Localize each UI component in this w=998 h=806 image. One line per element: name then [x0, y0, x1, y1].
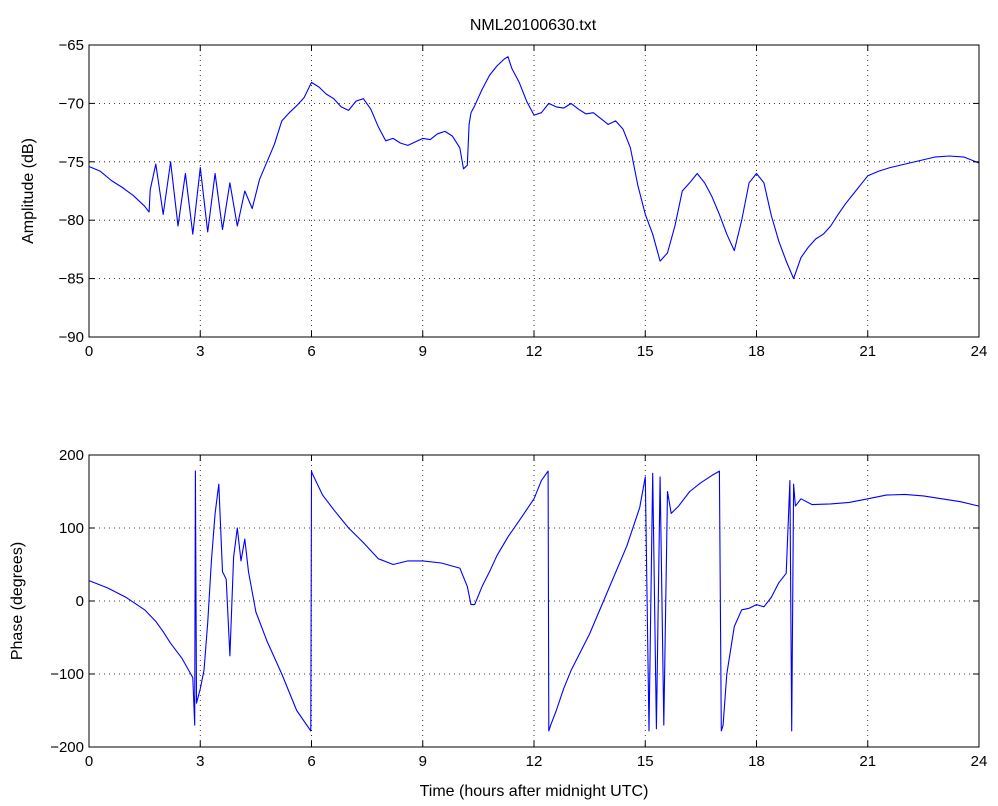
- phase-x-tick-label: 18: [748, 753, 765, 770]
- amplitude-x-tick-label: 24: [971, 343, 988, 360]
- phase-x-tick-label: 3: [196, 753, 204, 770]
- phase-y-ticks: −200 −100 0 100 200: [50, 447, 979, 756]
- amplitude-axes: 0 3 6 9 12 15 18 21 24 −90 −85 −80 −75 −70 −65 Amplit…: [20, 37, 987, 360]
- amplitude-x-tick-label: 0: [85, 343, 93, 360]
- phase-x-tick-label: 6: [307, 753, 315, 770]
- phase-x-tick-label: 15: [637, 753, 654, 770]
- amplitude-y-tick-label: −80: [59, 212, 84, 229]
- phase-series-line: [88, 470, 980, 732]
- phase-x-tick-label: 9: [419, 753, 427, 770]
- amplitude-y-axis-label: Amplitude (dB): [20, 138, 37, 244]
- amplitude-x-tick-label: 15: [637, 343, 654, 360]
- amplitude-x-tick-label: 18: [748, 343, 765, 360]
- phase-x-axis-label: Time (hours after midnight UTC): [420, 783, 649, 800]
- phase-y-tick-label: 0: [76, 593, 84, 610]
- phase-x-tick-label: 12: [526, 753, 543, 770]
- amplitude-x-tick-label: 9: [419, 343, 427, 360]
- amplitude-x-tick-label: 21: [859, 343, 876, 360]
- phase-x-tick-label: 24: [971, 753, 988, 770]
- phase-grid: [89, 455, 979, 747]
- amplitude-x-tick-label: 12: [526, 343, 543, 360]
- phase-x-ticks: 0 3 6 9 12 15 18 21 24: [85, 455, 988, 770]
- amplitude-y-tick-label: −65: [59, 37, 84, 54]
- amplitude-series-group: [88, 56, 980, 280]
- amplitude-x-tick-label: 6: [307, 343, 315, 360]
- phase-y-tick-label: −100: [50, 666, 84, 683]
- phase-y-tick-label: 100: [59, 520, 84, 537]
- phase-x-tick-label: 21: [859, 753, 876, 770]
- amplitude-x-ticks: 0 3 6 9 12 15 18 21 24: [85, 45, 988, 360]
- phase-axes: 0 3 6 9 12 15 18 21 24 −200 −100 0 100 200 Phase (de…: [9, 447, 987, 800]
- chart-title: NML20100630.txt: [470, 17, 597, 34]
- amplitude-grid: [89, 45, 979, 337]
- amplitude-y-tick-label: −75: [59, 154, 84, 171]
- amplitude-x-tick-label: 3: [196, 343, 204, 360]
- phase-y-axis-label: Phase (degrees): [9, 542, 26, 660]
- phase-y-tick-label: 200: [59, 447, 84, 464]
- amplitude-y-tick-label: −90: [59, 329, 84, 346]
- amplitude-series-line: [88, 56, 980, 280]
- phase-series-group: [88, 470, 980, 732]
- amplitude-y-tick-label: −85: [59, 271, 84, 288]
- phase-x-tick-label: 0: [85, 753, 93, 770]
- amplitude-y-tick-label: −70: [59, 95, 84, 112]
- amplitude-y-ticks: −90 −85 −80 −75 −70 −65: [59, 37, 979, 346]
- phase-y-tick-label: −200: [50, 739, 84, 756]
